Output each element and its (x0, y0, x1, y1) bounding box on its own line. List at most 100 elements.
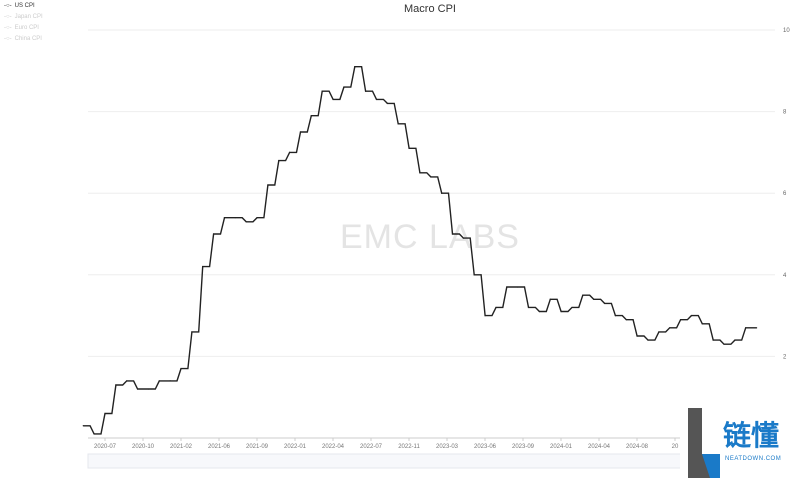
data-point (223, 217, 226, 219)
data-point (690, 315, 693, 317)
watermark: EMC LABS (340, 218, 520, 256)
data-point (745, 327, 747, 329)
data-point (267, 184, 269, 186)
data-point (441, 192, 443, 194)
data-point (386, 102, 388, 105)
x-tick-label: 2023-09 (512, 444, 535, 450)
legend-label: Euro CPI (14, 25, 39, 31)
x-tick-label: 20 (672, 444, 679, 450)
x-tick-label: 2024-01 (550, 444, 573, 450)
y-tick-label: 8 (783, 110, 787, 116)
legend-label: Japan CPI (14, 14, 43, 20)
x-tick-label: 2021-06 (208, 444, 231, 450)
data-point (82, 425, 84, 427)
data-point (104, 412, 106, 415)
data-point (560, 310, 562, 313)
data-point (712, 339, 714, 341)
data-point (484, 315, 486, 317)
x-tick-label: 2021-02 (170, 444, 193, 450)
legend-euro-cpi[interactable]: -○- Euro CPI (4, 25, 39, 31)
data-point (506, 286, 508, 288)
data-point (734, 339, 736, 341)
x-tick-label: 2022-04 (322, 444, 345, 450)
x-tick-label: 2022-11 (398, 444, 420, 450)
data-point (310, 115, 312, 117)
data-point (169, 380, 171, 382)
data-point (603, 302, 606, 304)
data-point (451, 233, 454, 235)
x-tick-label: 2020-10 (132, 444, 155, 450)
data-point (473, 274, 475, 276)
data-point (126, 380, 128, 382)
data-point (343, 86, 345, 88)
data-point (527, 306, 530, 309)
data-point (625, 319, 627, 321)
x-tick-label: 2022-07 (360, 444, 383, 450)
data-point (202, 266, 204, 268)
legend-marker-icon: -○- (4, 14, 12, 20)
data-point (636, 335, 638, 337)
legend-us-cpi[interactable]: -○- US CPI (4, 3, 35, 9)
data-point (538, 310, 541, 313)
data-point (234, 217, 236, 219)
neatdown-logo: 链懂 NEATDOWN.COM (680, 408, 800, 478)
data-point (256, 217, 258, 219)
data-point (115, 384, 117, 386)
legend-label: US CPI (14, 3, 35, 9)
data-point (647, 339, 649, 341)
x-tick-label: 2024-08 (626, 444, 649, 450)
legend-marker-icon: -○- (4, 3, 12, 9)
data-point (658, 331, 660, 333)
legend-marker-icon: -○- (4, 25, 12, 31)
x-tick-label: 2022-01 (284, 444, 307, 450)
chart-title: Macro CPI (404, 3, 456, 15)
logo-text-cn: 链懂 (723, 420, 780, 451)
data-point (289, 151, 291, 153)
legend-china-cpi[interactable]: -○- China CPI (4, 36, 42, 42)
logo-text-en: NEATDOWN.COM (725, 456, 782, 462)
data-point (332, 98, 334, 100)
data-point (419, 172, 421, 174)
data-point (723, 343, 725, 345)
data-point (365, 90, 367, 92)
data-point (245, 221, 247, 223)
data-point (549, 298, 551, 300)
data-point (679, 319, 682, 321)
data-point (278, 159, 280, 162)
data-point (593, 298, 595, 300)
x-tick-label: 2020-07 (94, 444, 117, 450)
data-point (582, 294, 584, 296)
x-tick-label: 2021-09 (246, 444, 269, 450)
data-point (354, 66, 356, 68)
data-point (158, 380, 160, 382)
legend-marker-icon: -○- (4, 36, 12, 42)
x-tick-label: 2023-06 (474, 444, 497, 450)
legend-japan-cpi[interactable]: -○- Japan CPI (4, 14, 43, 20)
data-point (701, 323, 703, 325)
data-point (93, 433, 95, 435)
data-point (614, 315, 617, 317)
data-point (430, 176, 432, 178)
data-point (299, 131, 302, 133)
data-point (462, 237, 464, 239)
x-tick-label: 2023-03 (436, 444, 459, 450)
y-tick-label: 6 (783, 191, 787, 197)
data-point (517, 286, 519, 288)
data-point (397, 123, 399, 125)
data-point (756, 327, 758, 329)
series-line-us-cpi (83, 66, 757, 435)
data-point (669, 327, 671, 329)
data-point (180, 368, 182, 370)
y-tick-label: 4 (783, 273, 787, 279)
data-point (213, 233, 215, 235)
data-point (571, 306, 573, 309)
y-tick-label: 10 (783, 28, 790, 34)
data-point (191, 331, 193, 333)
data-zoom-slider[interactable] (87, 453, 776, 469)
legend-label: China CPI (14, 36, 42, 42)
data-point (495, 306, 497, 309)
data-point (147, 388, 150, 390)
data-point (136, 388, 139, 390)
data-point (321, 90, 323, 92)
